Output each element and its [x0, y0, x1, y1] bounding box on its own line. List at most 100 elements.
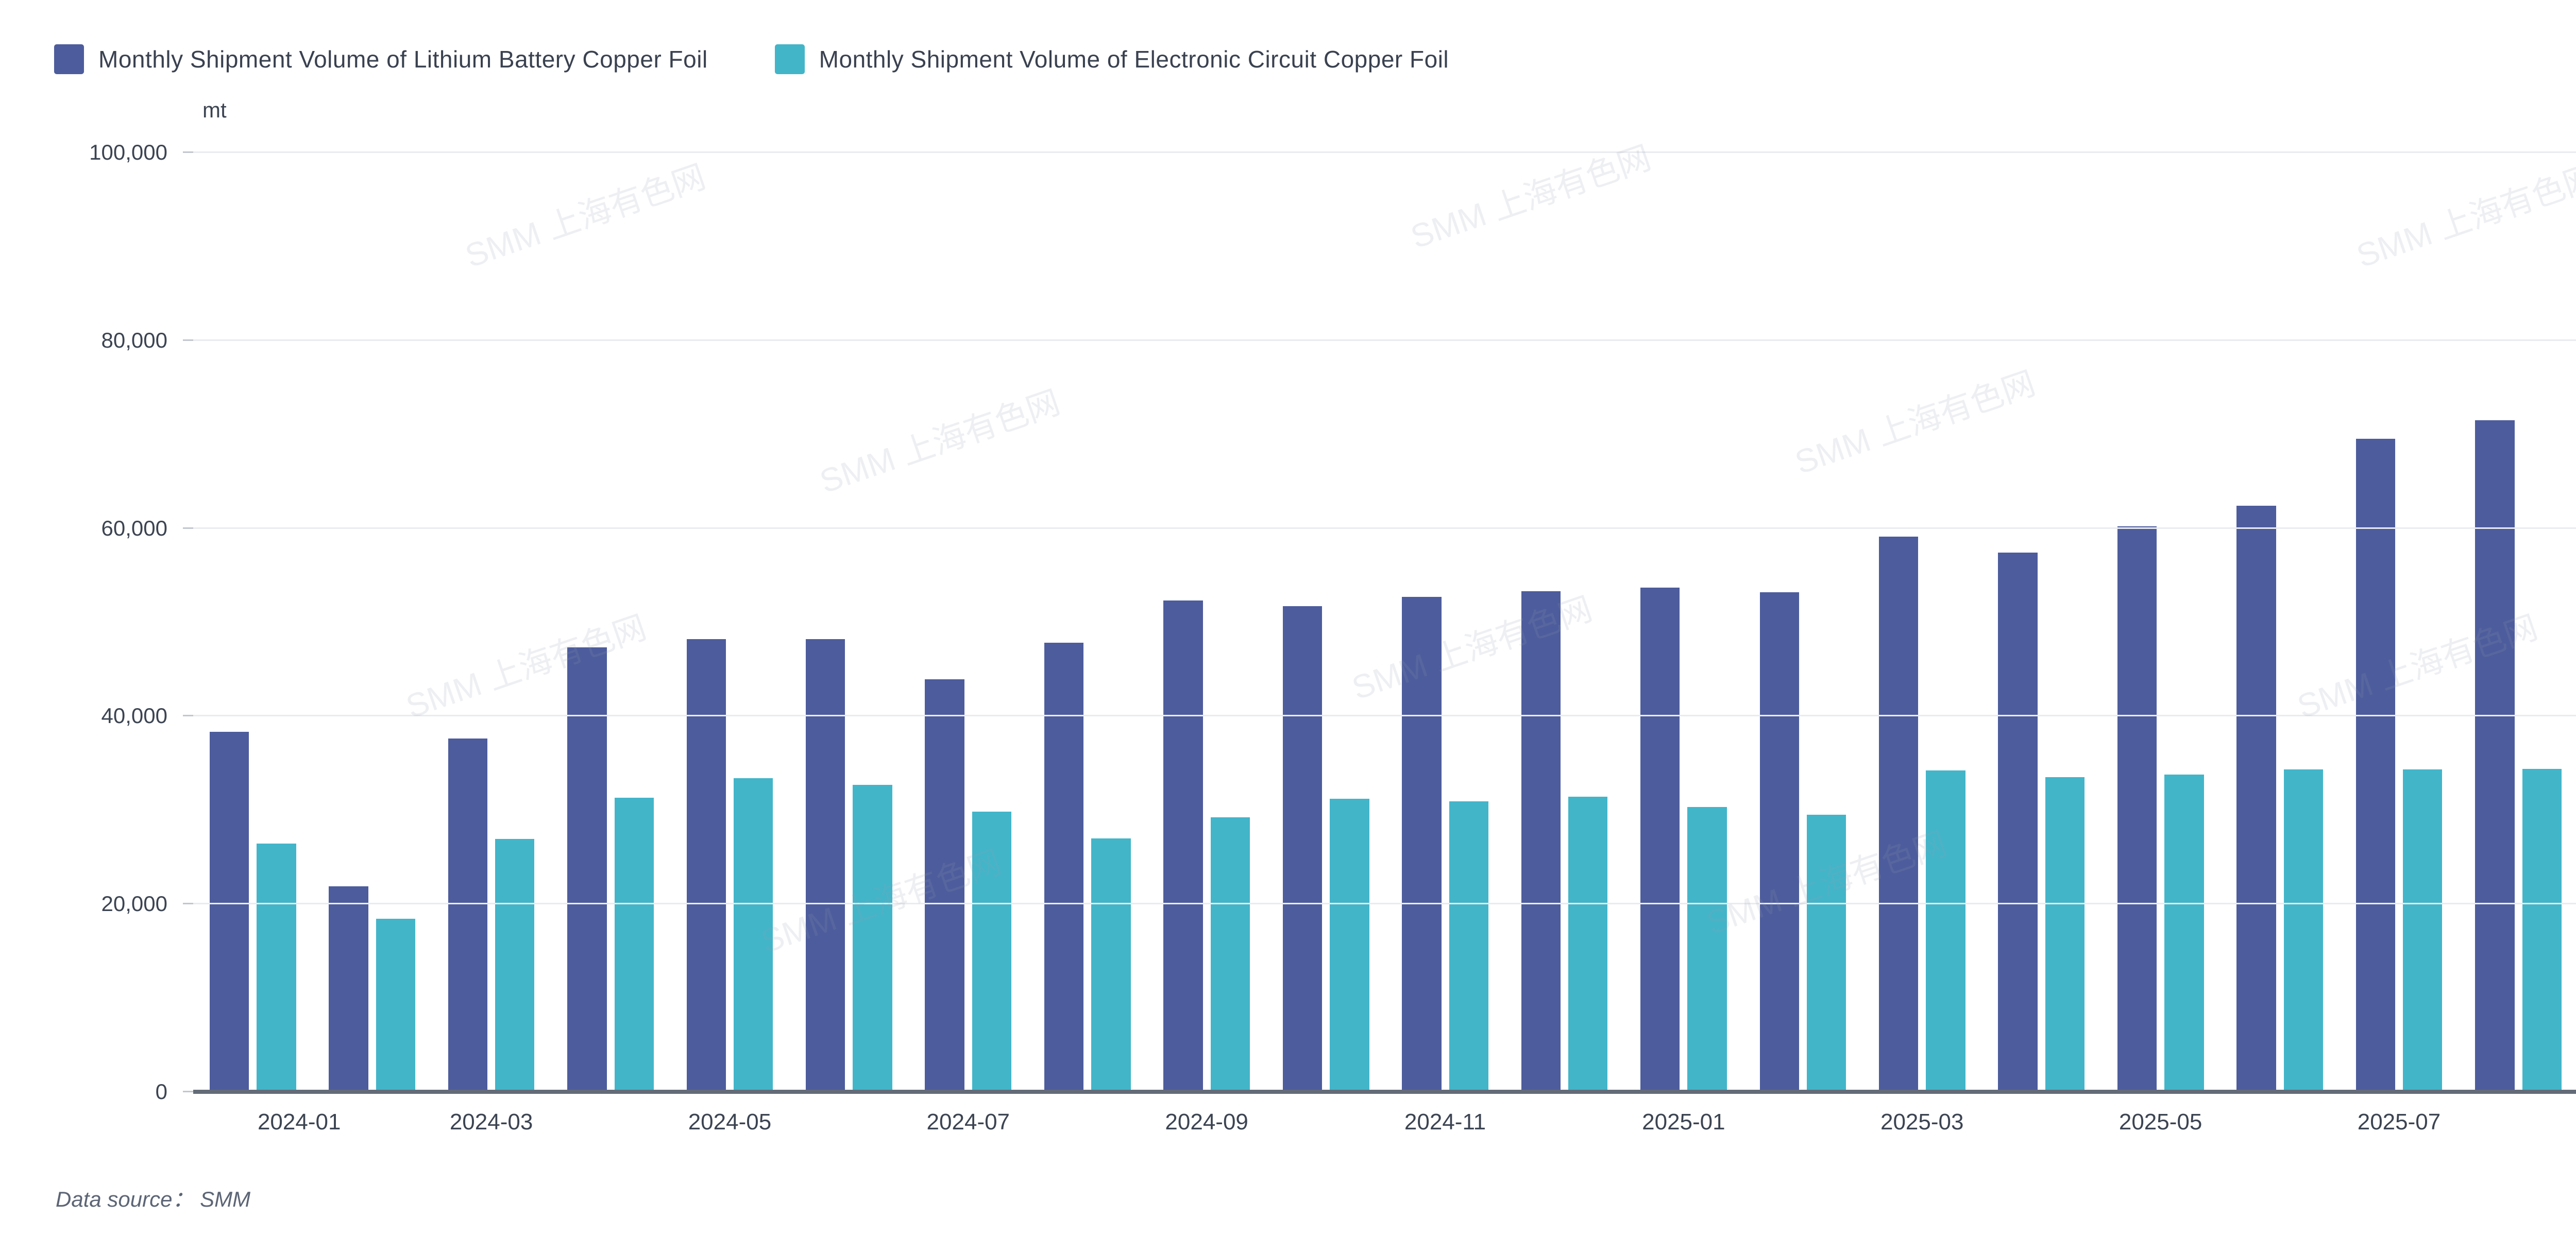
bar-lithium-battery-copper-foil-2025-07 [2355, 439, 2396, 1092]
bar-electronic-circuit-copper-foil-2024-12 [1568, 797, 1608, 1092]
bar-electronic-circuit-copper-foil-2024-08 [1091, 838, 1131, 1092]
bar-group-2024-10 [1266, 152, 1385, 1092]
bar-electronic-circuit-copper-foil-2024-09 [1210, 817, 1250, 1092]
y-tick-mark [183, 903, 193, 905]
bar-group-2024-11 [1385, 152, 1504, 1092]
bar-electronic-circuit-copper-foil-2025-07 [2403, 769, 2443, 1092]
data-source-note: Data source： SMM [56, 1187, 251, 1211]
x-tick-label-2025-05: 2025-05 [2119, 1109, 2202, 1135]
bar-group-2025-05 [2101, 152, 2220, 1092]
bar-group-2024-08 [1028, 152, 1147, 1092]
y-tick-mark [183, 527, 193, 529]
bar-group-2024-06 [789, 152, 908, 1092]
bar-group-2024-12 [1505, 152, 1624, 1092]
bar-lithium-battery-copper-foil-2024-02 [329, 886, 368, 1092]
bar-electronic-circuit-copper-foil-2025-03 [1926, 770, 1965, 1092]
y-tick-mark [183, 715, 193, 717]
bar-electronic-circuit-copper-foil-2025-06 [2283, 769, 2324, 1092]
gridline-40000 [193, 715, 2576, 717]
bar-group-2024-04 [551, 152, 670, 1092]
bar-lithium-battery-copper-foil-2024-12 [1521, 591, 1561, 1092]
bar-lithium-battery-copper-foil-2025-08 [2475, 420, 2515, 1092]
bar-group-2025-07 [2340, 152, 2459, 1092]
bar-lithium-battery-copper-foil-2025-05 [2117, 526, 2157, 1092]
x-tick-label-2024-01: 2024-01 [257, 1109, 341, 1135]
legend-item-lithium-battery[interactable]: Monthly Shipment Volume of Lithium Batte… [54, 44, 708, 74]
bar-electronic-circuit-copper-foil-2024-06 [853, 784, 892, 1092]
bar-group-2025-08 [2459, 152, 2576, 1092]
bar-electronic-circuit-copper-foil-2025-01 [1687, 807, 1727, 1092]
bar-group-2024-07 [909, 152, 1028, 1092]
bar-lithium-battery-copper-foil-2024-04 [567, 647, 607, 1092]
bar-electronic-circuit-copper-foil-2025-02 [1806, 814, 1846, 1092]
y-tick-label-40000: 40,000 [101, 703, 167, 728]
x-tick-label-2024-07: 2024-07 [926, 1109, 1010, 1135]
y-tick-label-20000: 20,000 [101, 891, 167, 916]
bar-lithium-battery-copper-foil-2024-03 [448, 739, 488, 1092]
bar-electronic-circuit-copper-foil-2024-05 [733, 778, 773, 1092]
bar-group-2024-03 [432, 152, 551, 1092]
bar-electronic-circuit-copper-foil-2024-07 [972, 812, 1012, 1092]
legend-label-lithium: Monthly Shipment Volume of Lithium Batte… [98, 46, 708, 73]
bar-electronic-circuit-copper-foil-2025-05 [2164, 774, 2204, 1092]
bar-lithium-battery-copper-foil-2024-10 [1282, 606, 1323, 1092]
x-axis-line [193, 1090, 2576, 1094]
gridline-80000 [193, 339, 2576, 341]
bar-group-2025-02 [1743, 152, 1862, 1092]
bar-electronic-circuit-copper-foil-2024-01 [257, 844, 296, 1092]
bar-lithium-battery-copper-foil-2024-05 [686, 639, 726, 1092]
bar-lithium-battery-copper-foil-2025-01 [1640, 587, 1680, 1092]
x-tick-label-2025-03: 2025-03 [1880, 1109, 1964, 1135]
bar-group-2024-01 [193, 152, 312, 1092]
bar-group-2024-05 [670, 152, 789, 1092]
y-tick-mark [183, 339, 193, 341]
bar-lithium-battery-copper-foil-2024-07 [925, 679, 964, 1092]
bar-group-2024-09 [1147, 152, 1266, 1092]
bar-lithium-battery-copper-foil-2025-06 [2236, 505, 2276, 1092]
y-tick-mark [183, 1091, 193, 1092]
bar-group-2025-04 [1982, 152, 2101, 1092]
bar-lithium-battery-copper-foil-2025-03 [1878, 537, 1919, 1092]
x-tick-label-2025-01: 2025-01 [1642, 1109, 1725, 1135]
legend-item-electronic-circuit[interactable]: Monthly Shipment Volume of Electronic Ci… [774, 44, 1449, 74]
bar-lithium-battery-copper-foil-2024-06 [806, 639, 845, 1092]
bar-electronic-circuit-copper-foil-2024-02 [376, 919, 416, 1092]
bar-lithium-battery-copper-foil-2024-08 [1044, 643, 1084, 1092]
bar-lithium-battery-copper-foil-2024-11 [1402, 596, 1442, 1092]
gridline-60000 [193, 527, 2576, 529]
bar-group-2025-01 [1624, 152, 1743, 1092]
bar-electronic-circuit-copper-foil-2024-03 [495, 839, 535, 1092]
legend-label-electronic: Monthly Shipment Volume of Electronic Ci… [819, 46, 1449, 73]
y-axis-unit-label: mt [202, 98, 227, 122]
bar-lithium-battery-copper-foil-2025-04 [1998, 553, 2038, 1092]
y-tick-label-0: 0 [155, 1079, 167, 1104]
bar-electronic-circuit-copper-foil-2024-04 [614, 798, 654, 1092]
x-axis-labels: 2024-01 2024-03 2024-05 2024-07 2024-09 2024-… [193, 1092, 2576, 1135]
bar-electronic-circuit-copper-foil-2025-04 [2045, 777, 2085, 1092]
bar-lithium-battery-copper-foil-2025-02 [1759, 592, 1799, 1092]
gridline-20000 [193, 903, 2576, 905]
x-tick-label-2024-03: 2024-03 [449, 1109, 533, 1135]
y-axis: 0 20,000 40,000 60,000 80,000 100,000 [0, 140, 193, 1104]
bars-row [193, 152, 2576, 1092]
bar-electronic-circuit-copper-foil-2024-11 [1449, 801, 1488, 1092]
bar-electronic-circuit-copper-foil-2024-10 [1330, 798, 1369, 1092]
y-tick-mark [183, 151, 193, 153]
bar-lithium-battery-copper-foil-2024-01 [209, 732, 249, 1092]
x-tick-label-2024-09: 2024-09 [1165, 1109, 1248, 1135]
legend-swatch-electronic-icon [774, 44, 805, 74]
legend: Monthly Shipment Volume of Lithium Batte… [54, 44, 1449, 74]
bar-group-2025-06 [2220, 152, 2339, 1092]
x-tick-label-2024-05: 2024-05 [688, 1109, 772, 1135]
x-tick-label-2024-11: 2024-11 [1404, 1109, 1486, 1135]
plot-area: 2024-01 2024-03 2024-05 2024-07 2024-09 2024-… [193, 139, 2576, 1135]
bar-lithium-battery-copper-foil-2024-09 [1163, 600, 1203, 1092]
gridline-100000 [193, 151, 2576, 153]
legend-swatch-lithium-icon [54, 44, 84, 74]
y-tick-label-80000: 80,000 [101, 328, 167, 352]
bar-group-2025-03 [1862, 152, 1981, 1092]
y-tick-label-100000: 100,000 [89, 140, 167, 164]
x-tick-label-2025-07: 2025-07 [2357, 1109, 2441, 1135]
bar-group-2024-02 [312, 152, 431, 1092]
